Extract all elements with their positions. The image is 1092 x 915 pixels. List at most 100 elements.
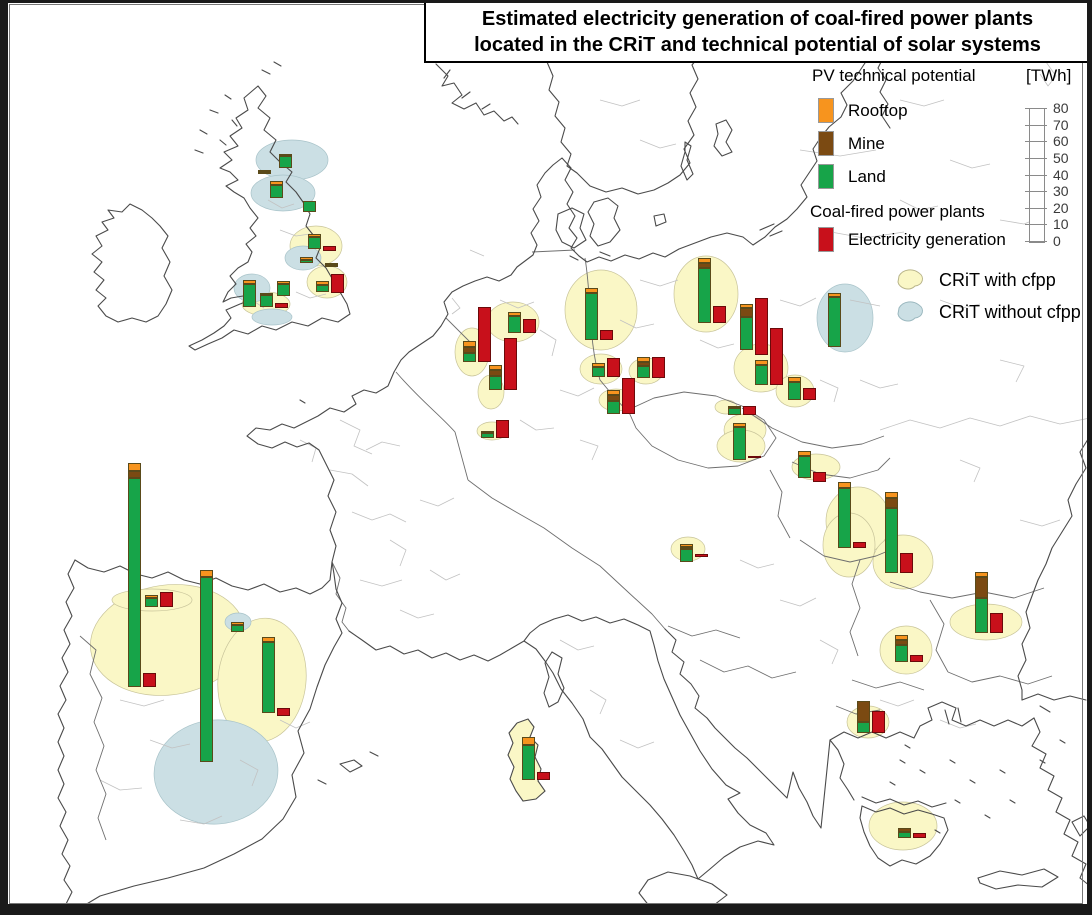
title-line-1: Estimated electricity generation of coal… [481,8,1034,30]
pv-land-bar-catalonia [262,641,275,713]
pv-land-bar-northeast-england [303,201,316,212]
generation-bar-catalonia [277,707,290,716]
pv-rooftop-bar-sardinia [522,736,535,746]
pv-rooftop-bar-slovakia [798,451,811,457]
pv-rooftop-bar-castilla-y-leon [128,462,141,471]
regional-borders [99,1,1091,825]
pv-rooftop-bar-yorkshire [308,234,321,238]
pv-rooftop-bar-scotland-south [270,181,283,185]
pv-land-bar-scotland-south [270,184,283,198]
generation-bar-lower-saxony [523,318,536,333]
pv-mine-bar-central-germany [607,394,620,401]
generation-bar-belchatow-lodz [770,328,783,385]
pv-land-bar-piotrkow [740,316,753,350]
generation-bar-castilla-y-leon [143,672,156,687]
pv-land-bar-lower-silesia [728,407,741,415]
pv-land-bar-peak-district [325,264,338,267]
pv-mine-bar-romania-west [885,498,898,509]
pv-land-bar-basque-country [231,625,244,632]
pv-rooftop-bar-peak-district [325,262,338,265]
frame-left [0,0,8,915]
pv-rooftop-bar-bulgaria [975,572,988,578]
pv-rooftop-bar-basque-country [231,622,244,626]
pv-land-bar-asturias [145,597,158,607]
pv-land-bar-manchester [300,259,313,263]
pv-mine-bar-slovenia [680,546,693,549]
pv-land-bar-lower-saxony [508,316,521,333]
pv-land-bar-serbia [895,645,908,662]
pv-rooftop-bar-saarland [481,430,494,433]
pv-mine-bar-ruhr [463,347,476,353]
pv-rooftop-bar-konin [698,258,711,264]
pv-land-bar-lublin [788,381,801,400]
pv-rooftop-bar-manchester [300,257,313,260]
pv-mine-bar-bulgaria [975,577,988,599]
generation-bar-ruhr [478,307,491,362]
generation-bar-serbia [910,655,923,662]
pv-rooftop-bar-podlasie [828,292,841,298]
pv-land-bar-slovenia [680,548,693,562]
pv-land-bar-saarland [481,433,494,438]
frame-right [1087,0,1092,915]
pv-land-bar-yorkshire [308,237,321,249]
pv-land-bar-leipzig [592,367,605,377]
pv-rooftop-bar-aragon [200,569,213,578]
pv-land-bar-lusatia [637,366,650,378]
pv-rooftop-bar-romania-west [885,492,898,499]
pv-land-bar-belchatow-lodz [755,365,768,385]
pv-rooftop-bar-asturias [145,594,158,598]
pv-land-bar-rhenish-lignite [489,375,502,390]
pv-mine-bar-rhenish-lignite [489,370,502,376]
pv-rooftop-bar-wielkopolska [585,287,598,294]
generation-bar-slovakia [813,472,826,482]
pv-rooftop-bar-lublin [788,376,801,382]
pv-rooftop-bar-lower-silesia [728,405,741,408]
generation-bar-saarland [496,419,509,438]
pv-land-bar-western-macedonia [857,722,870,733]
generation-bar-wielkopolska [600,330,613,340]
pv-land-bar-czechia [733,426,746,460]
pv-land-bar-east-midlands [316,285,329,292]
pv-rooftop-bar-serbia [895,634,908,640]
pv-land-bar-sardinia [522,745,535,780]
pv-land-bar-ruhr [463,352,476,362]
pv-rooftop-bar-piotrkow [740,304,753,308]
generation-bar-bulgaria [990,613,1003,633]
pv-mine-bar-western-macedonia [857,701,870,723]
generation-bar-western-macedonia [872,711,885,733]
figure-title: Estimated electricity generation of coal… [424,3,1089,63]
pv-rooftop-bar-lower-saxony [508,312,521,317]
pv-land-bar-peloponnese [898,832,911,838]
pv-rooftop-bar-central-germany [607,389,620,395]
pv-land-bar-central-germany [607,400,620,414]
generation-bar-yorkshire [323,246,336,251]
generation-bar-leipzig [607,357,620,377]
pv-mine-bar-konin [698,263,711,269]
pv-rooftop-bar-slovenia [680,544,693,547]
pv-land-bar-romania-west [885,508,898,573]
pv-rooftop-bar-belchatow-lodz [755,360,768,366]
pv-land-bar-glasgow [258,172,271,174]
generation-bar-east-midlands [331,273,344,293]
frame-top [0,0,1092,3]
pv-land-bar-konin [698,268,711,323]
pv-rooftop-bar-ruhr [463,341,476,348]
pv-rooftop-bar-catalonia [262,636,275,642]
generation-bar-asturias [160,592,173,607]
generation-bar-peloponnese [913,833,926,838]
pv-rooftop-bar-east-midlands [316,281,329,286]
pv-mine-bar-peloponnese [898,828,911,833]
pv-mine-bar-castilla-y-leon [128,470,141,478]
pv-mine-bar-piotrkow [740,307,753,317]
pv-land-bar-west-midlands [277,284,290,296]
generation-bar-czechia [748,455,761,458]
pv-land-bar-slovakia [798,456,811,478]
pv-rooftop-bar-scotland-fife [279,153,292,157]
pv-mine-bar-lusatia [637,362,650,367]
pv-rooftop-bar-rhenish-lignite [489,365,502,371]
generation-bar-sardinia [537,771,550,780]
pv-rooftop-bar-lusatia [637,357,650,363]
frame-bottom [0,904,1092,915]
pv-rooftop-bar-west-midlands [277,281,290,285]
